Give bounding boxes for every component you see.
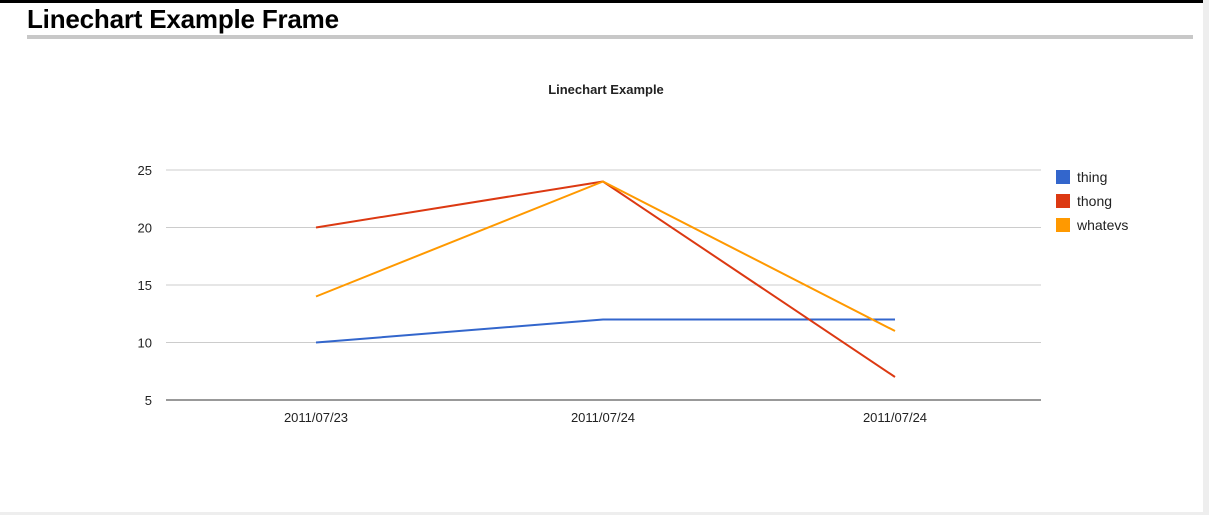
series-line-whatevs	[315, 180, 896, 332]
chart-legend: thing thong whatevs	[1056, 169, 1128, 233]
legend-label-thing: thing	[1077, 169, 1107, 185]
y-tick-label: 15	[138, 278, 152, 293]
legend-label-whatevs: whatevs	[1076, 217, 1128, 233]
series-line-thing	[315, 318, 895, 344]
window-top-border	[0, 0, 1209, 3]
frame-title: Linechart Example Frame	[27, 4, 339, 34]
x-tick-label: 2011/07/24	[571, 410, 635, 425]
y-tick-label: 10	[138, 336, 152, 351]
x-tick-label: 2011/07/24	[863, 410, 927, 425]
chart-series	[315, 180, 896, 378]
title-underline	[27, 35, 1193, 39]
legend-swatch-thing	[1056, 170, 1070, 184]
x-axis: 2011/07/23 2011/07/24 2011/07/24	[166, 399, 1041, 425]
chart-title: Linechart Example	[548, 82, 664, 97]
x-tick-label: 2011/07/23	[284, 410, 348, 425]
y-tick-label: 20	[138, 221, 152, 236]
chart-grid	[166, 169, 1041, 343]
legend-label-thong: thong	[1077, 193, 1112, 209]
legend-swatch-thong	[1056, 194, 1070, 208]
window-bottom-edge	[0, 512, 1209, 515]
series-line-thong	[315, 180, 896, 378]
y-tick-label: 5	[145, 393, 152, 408]
y-axis: 5 10 15 20 25	[138, 163, 152, 408]
y-tick-label: 25	[138, 163, 152, 178]
window-right-edge	[1203, 0, 1209, 515]
legend-swatch-whatevs	[1056, 218, 1070, 232]
